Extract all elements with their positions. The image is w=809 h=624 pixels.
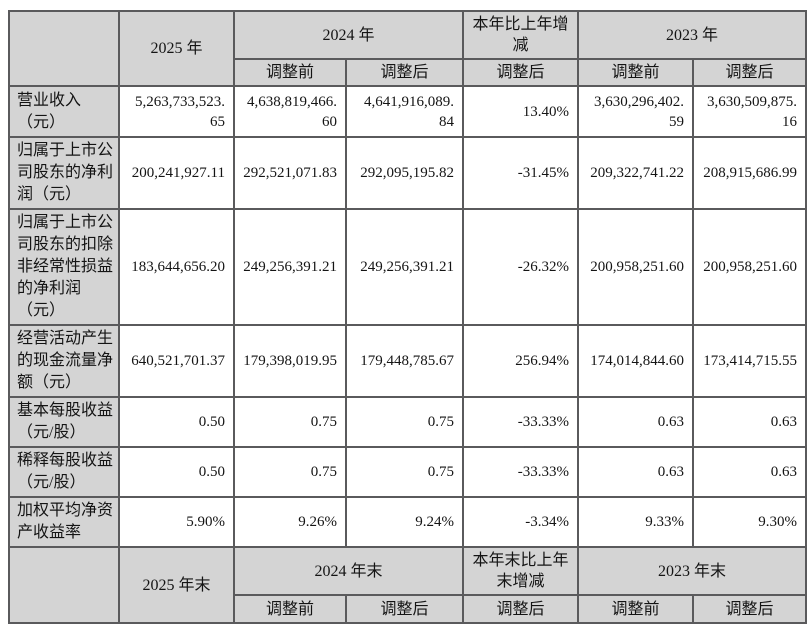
footer-subheader-2024-post: 调整后 [344,594,465,624]
row-label: 基本每股收益（元/股） [8,396,120,448]
footer-header-change: 本年末比上年末增减 [462,546,580,596]
row-label: 经营活动产生的现金流量净额（元） [8,324,120,398]
row-label: 营业收入（元） [8,85,120,138]
value-cell: 0.63 [577,446,695,498]
value-cell: 13.40% [462,85,580,138]
value-cell: 0.63 [577,396,695,448]
footer-header-2024: 2024 年末 [232,546,465,596]
row-label: 加权平均净资产收益率 [8,496,120,548]
value-cell: 200,958,251.60 [577,208,695,326]
value-cell: 0.75 [233,396,347,448]
header-change: 本年比上年增减 [462,10,580,60]
row-label: 归属于上市公司股东的扣除非经常性损益的净利润（元） [8,208,120,326]
financial-summary-table: 2025 年 2024 年 本年比上年增减 2023 年 调整前 调整后 调整后… [8,10,808,624]
value-cell: 249,256,391.21 [233,208,347,326]
table-row: 基本每股收益（元/股） 0.50 0.75 0.75 -33.33% 0.63 … [8,396,808,448]
value-cell: 256.94% [462,324,580,398]
subheader-2024-pre: 调整前 [233,58,347,87]
footer-corner-cell [8,546,120,624]
table-row: 稀释每股收益（元/股） 0.50 0.75 0.75 -33.33% 0.63 … [8,446,808,498]
row-label: 归属于上市公司股东的净利润（元） [8,136,120,210]
table-row: 经营活动产生的现金流量净额（元） 640,521,701.37 179,398,… [8,324,808,398]
value-cell: -3.34% [462,496,580,548]
top-header-row: 2025 年 2024 年 本年比上年增减 2023 年 [8,10,808,87]
value-cell: 5.90% [118,496,235,548]
value-cell: 179,398,019.95 [233,324,347,398]
footer-subheader-2024-pre: 调整前 [233,594,347,624]
corner-cell [8,10,120,87]
value-cell: 9.26% [233,496,347,548]
value-cell: 183,644,656.20 [118,208,235,326]
value-cell: 292,095,195.82 [344,136,465,210]
value-cell: 0.75 [344,446,465,498]
row-label: 稀释每股收益（元/股） [8,446,120,498]
value-cell: 640,521,701.37 [118,324,235,398]
value-cell: 209,322,741.22 [577,136,695,210]
subheader-2023-post: 调整后 [692,58,808,87]
value-cell: -31.45% [462,136,580,210]
value-cell: 200,958,251.60 [692,208,808,326]
value-cell: 179,448,785.67 [344,324,465,398]
subheader-2023-pre: 调整前 [577,58,695,87]
value-cell: 9.24% [344,496,465,548]
top-subheader-row: 调整前 调整后 调整后 调整前 调整后 [9,58,808,87]
value-cell: 0.75 [233,446,347,498]
value-cell: 3,630,296,402.59 [577,85,695,138]
header-2025: 2025 年 [118,10,235,87]
subheader-2024-post: 调整后 [344,58,465,87]
value-cell: 292,521,071.83 [233,136,347,210]
value-cell: 0.50 [118,396,235,448]
value-cell: -26.32% [462,208,580,326]
value-cell: 208,915,686.99 [692,136,808,210]
value-cell: 4,638,819,466.60 [233,85,347,138]
footer-subheader-change-post: 调整后 [462,594,580,624]
value-cell: 0.75 [344,396,465,448]
value-cell: 5,263,733,523.65 [118,85,235,138]
header-2023: 2023 年 [577,10,808,60]
table-row: 归属于上市公司股东的净利润（元） 200,241,927.11 292,521,… [8,136,808,210]
footer-header-2025: 2025 年末 [118,546,235,624]
header-2024: 2024 年 [232,10,465,60]
footer-subheader-2023-pre: 调整前 [577,594,695,624]
value-cell: 0.63 [692,446,808,498]
table-row: 营业收入（元） 5,263,733,523.65 4,638,819,466.6… [8,85,808,138]
subheader-change-post: 调整后 [462,58,580,87]
table-row: 加权平均净资产收益率 5.90% 9.26% 9.24% -3.34% 9.33… [8,496,808,548]
value-cell: -33.33% [462,396,580,448]
bottom-header-row: 2025 年末 2024 年末 本年末比上年末增减 2023 年末 [8,546,808,624]
value-cell: 174,014,844.60 [577,324,695,398]
value-cell: 249,256,391.21 [344,208,465,326]
value-cell: 9.30% [692,496,808,548]
footer-subheader-2023-post: 调整后 [692,594,808,624]
value-cell: 0.50 [118,446,235,498]
value-cell: 4,641,916,089.84 [344,85,465,138]
value-cell: 9.33% [577,496,695,548]
footer-header-2023: 2023 年末 [577,546,808,596]
value-cell: 0.63 [692,396,808,448]
value-cell: 173,414,715.55 [692,324,808,398]
value-cell: 200,241,927.11 [118,136,235,210]
value-cell: 3,630,509,875.16 [692,85,808,138]
table-row: 归属于上市公司股东的扣除非经常性损益的净利润（元） 183,644,656.20… [8,208,808,326]
value-cell: -33.33% [462,446,580,498]
